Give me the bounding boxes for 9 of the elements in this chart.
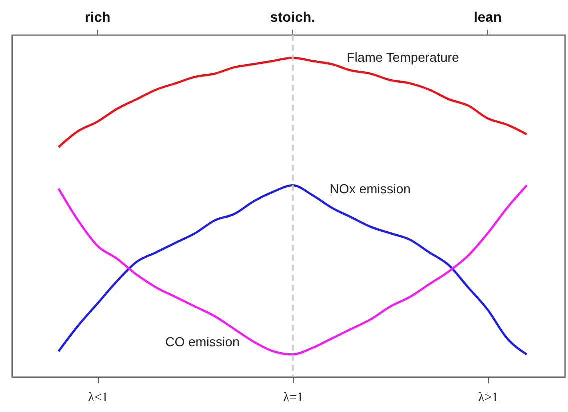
series-label: NOx emission — [330, 182, 411, 197]
annotation: lean — [474, 9, 502, 25]
annotation: rich — [84, 9, 111, 25]
x-tick-label: λ>1 — [478, 390, 499, 404]
annotation: stoich. — [270, 9, 316, 25]
x-tick-label: λ<1 — [88, 390, 108, 404]
x-tick-label: λ=1 — [283, 390, 304, 404]
series-label: CO emission — [165, 334, 240, 350]
series-label: Flame Temperature — [346, 50, 460, 65]
